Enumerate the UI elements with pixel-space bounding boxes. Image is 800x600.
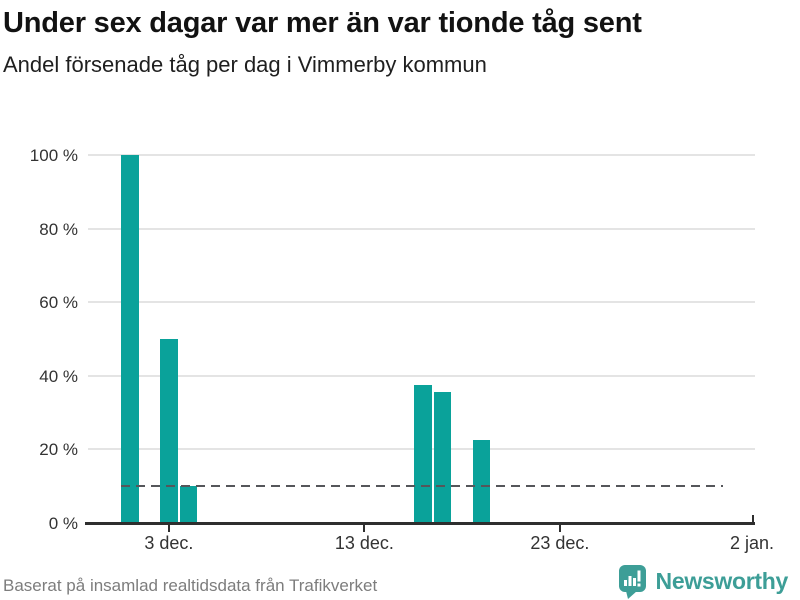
bar: [179, 486, 198, 523]
bar: [121, 155, 139, 523]
bar: [414, 385, 432, 523]
y-axis-tick-label: 40 %: [39, 366, 78, 386]
bar: [160, 339, 178, 523]
chart-title: Under sex dagar var mer än var tionde tå…: [3, 7, 642, 39]
gridline: [88, 154, 755, 156]
x-axis-tick-label: 13 dec.: [334, 533, 394, 553]
gridline: [88, 374, 755, 377]
reference-line-10pct: [121, 485, 723, 488]
bar: [433, 392, 452, 523]
x-axis-tick: [363, 524, 366, 532]
newsworthy-logo-icon: [618, 565, 646, 599]
chart-subtitle: Andel försenade tåg per dag i Vimmerby k…: [3, 52, 487, 77]
x-axis-line: [85, 522, 755, 525]
y-axis-tick-label: 60 %: [39, 293, 78, 313]
y-axis-tick-label: 0 %: [48, 514, 78, 533]
y-axis-tick-label: 20 %: [39, 440, 78, 460]
y-axis-tick-label: 100 %: [29, 146, 78, 165]
gridline: [88, 301, 755, 304]
bar: [472, 440, 491, 523]
x-axis-tick: [752, 515, 754, 523]
source-note: Baserat på insamlad realtidsdata från Tr…: [3, 576, 378, 595]
x-axis-tick-label: 2 jan.: [729, 533, 775, 553]
y-axis-tick-label: 80 %: [39, 219, 78, 239]
newsworthy-logo: Newsworthy: [615, 562, 788, 600]
gridline: [88, 227, 755, 230]
x-axis-tick-label: 23 dec.: [530, 533, 590, 553]
brand-name: Newsworthy: [655, 567, 789, 594]
x-axis-tick: [167, 524, 170, 532]
x-axis-tick-label: 3 dec.: [144, 533, 194, 553]
x-axis-tick: [558, 524, 561, 532]
